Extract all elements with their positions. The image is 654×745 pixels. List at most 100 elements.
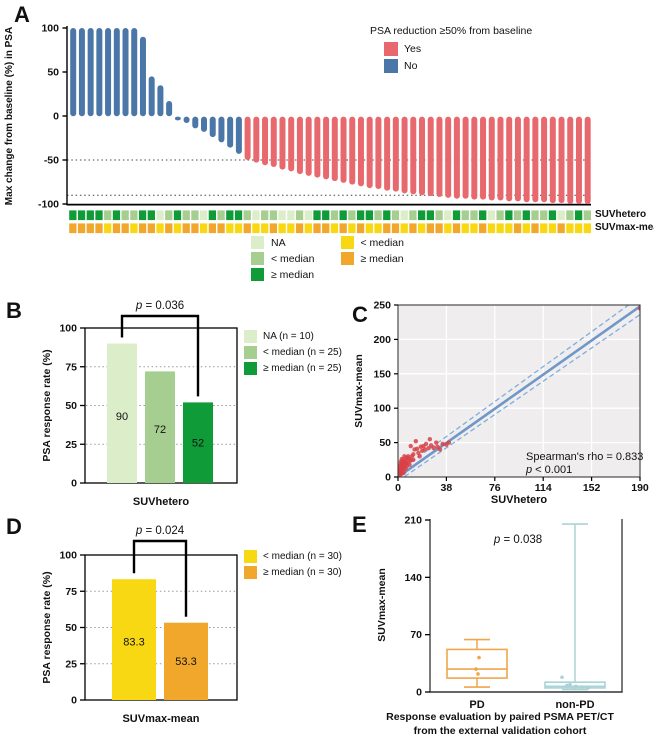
svg-text:150: 150 xyxy=(373,368,391,380)
b-na-swatch xyxy=(244,330,257,343)
svg-text:25: 25 xyxy=(65,658,77,670)
svg-text:50: 50 xyxy=(379,437,391,449)
green-ge-swatch xyxy=(251,268,264,281)
svg-text:38: 38 xyxy=(441,482,453,494)
svg-text:140: 140 xyxy=(404,572,422,584)
svg-text:50: 50 xyxy=(47,67,59,79)
waterfall-legend-title: PSA reduction ≥50% from baseline xyxy=(370,25,533,37)
svg-text:Spearman's rho = 0.833: Spearman's rho = 0.833 xyxy=(526,451,643,463)
legend-item-yes-label: Yes xyxy=(404,43,422,55)
b-lt-swatch xyxy=(244,346,257,359)
svg-text:25: 25 xyxy=(65,439,77,451)
svg-text:114: 114 xyxy=(535,482,552,494)
legend-item-d-ge: ≥ median (n = 30) xyxy=(244,566,342,579)
yellow-lt-label: < median xyxy=(360,236,405,249)
yellow-lt-swatch xyxy=(340,236,354,249)
b-ge-label: ≥ median (n = 25) xyxy=(263,363,342,374)
bar-chart-b-legend: NA (n = 10) < median (n = 25) ≥ median (… xyxy=(244,330,342,378)
svg-text:100: 100 xyxy=(59,550,77,562)
svg-text:PSA response rate (%): PSA response rate (%) xyxy=(41,571,53,683)
svg-text:PSA response rate (%): PSA response rate (%) xyxy=(41,349,53,461)
svg-text:0: 0 xyxy=(71,478,77,490)
svg-text:p = 0.024: p = 0.024 xyxy=(135,525,185,537)
legend-item-no: No xyxy=(384,59,532,73)
svg-text:SUVmax-mean: SUVmax-mean xyxy=(376,568,388,642)
bar-chart-d-legend: < median (n = 30) ≥ median (n = 30) xyxy=(244,550,342,582)
svg-text:p < 0.001: p < 0.001 xyxy=(525,464,572,476)
orange-ge-label: ≥ median xyxy=(360,252,404,265)
boxplot-caption-line2: from the external validation cohort xyxy=(413,724,587,737)
d-ge-swatch xyxy=(244,566,257,579)
svg-text:52: 52 xyxy=(192,438,204,450)
boxplot-caption: Response evaluation by paired PSMA PET/C… xyxy=(350,711,650,738)
suvhetero-bar-chart: 0 25 50 75 100 90 72 52 p = 0.036 SUVhetero PSA re… xyxy=(41,300,238,508)
svg-text:70: 70 xyxy=(410,629,422,641)
d-ge-label: ≥ median (n = 30) xyxy=(263,567,342,578)
svg-text:90: 90 xyxy=(116,411,128,423)
panel-b-label: B xyxy=(6,298,22,323)
annotation-legend-suvmaxmean: < median ≥ median xyxy=(340,236,405,284)
svg-text:250: 250 xyxy=(373,300,391,312)
svg-text:83.3: 83.3 xyxy=(123,637,144,649)
legend-item-na: NA xyxy=(251,236,315,249)
annotation-legend-suvhetero: NA < median ≥ median xyxy=(251,236,315,284)
panel-e-label: E xyxy=(352,512,367,537)
legend-item-green-ge-median: ≥ median xyxy=(251,268,315,281)
svg-text:100: 100 xyxy=(373,403,391,415)
panel-c-label: C xyxy=(352,302,368,327)
legend-item-b-lt: < median (n = 25) xyxy=(244,346,342,359)
na-label: NA xyxy=(271,236,286,249)
annotation-row-label-suvmaxmean: SUVmax-mean xyxy=(595,222,654,233)
panel-a-label: A xyxy=(14,2,30,27)
svg-text:SUVhetero: SUVhetero xyxy=(491,494,548,506)
svg-text:0: 0 xyxy=(53,111,59,123)
svg-text:200: 200 xyxy=(373,334,391,346)
green-lt-label: < median xyxy=(271,252,315,265)
legend-item-yellow-lt-median: < median xyxy=(340,236,405,249)
svg-text:100: 100 xyxy=(59,323,77,335)
legend-item-b-ge: ≥ median (n = 25) xyxy=(244,362,342,375)
svg-text:0: 0 xyxy=(71,695,77,707)
na-swatch xyxy=(251,236,264,249)
waterfall-chart: 100 50 0 -50 -100 Max change from baseline (%… xyxy=(4,23,592,234)
yes-swatch xyxy=(384,42,398,56)
svg-text:p = 0.038: p = 0.038 xyxy=(493,534,542,546)
svg-text:50: 50 xyxy=(65,400,77,412)
svg-text:0: 0 xyxy=(416,687,422,699)
correlation-scatter-plot: 0 38 76 114 152 190 0 50 100 150 200 250 Spearman's … xyxy=(353,300,649,507)
no-swatch xyxy=(384,59,398,73)
svg-text:152: 152 xyxy=(583,482,601,494)
boxplot-caption-line1: Response evaluation by paired PSMA PET/C… xyxy=(386,711,614,723)
svg-text:53.3: 53.3 xyxy=(175,656,196,668)
svg-text:76: 76 xyxy=(489,482,501,494)
svg-text:Max change from baseline (%) i: Max change from baseline (%) in PSA xyxy=(4,27,15,205)
svg-text:SUVmax-mean: SUVmax-mean xyxy=(122,713,199,725)
waterfall-legend: PSA reduction ≥50% from baseline Yes No xyxy=(370,25,532,76)
legend-item-d-lt: < median (n = 30) xyxy=(244,550,342,563)
svg-text:0: 0 xyxy=(385,472,391,484)
panel-d-label: D xyxy=(6,514,22,539)
legend-item-b-na: NA (n = 10) xyxy=(244,330,342,343)
svg-text:75: 75 xyxy=(65,586,77,598)
svg-text:0: 0 xyxy=(395,482,401,494)
svg-text:72: 72 xyxy=(154,424,166,436)
svg-text:100: 100 xyxy=(41,23,59,35)
d-lt-label: < median (n = 30) xyxy=(263,551,342,562)
svg-text:SUVmax-mean: SUVmax-mean xyxy=(353,354,365,428)
svg-text:PD: PD xyxy=(469,699,484,711)
svg-text:-50: -50 xyxy=(44,155,59,167)
b-lt-label: < median (n = 25) xyxy=(263,347,342,358)
green-ge-label: ≥ median xyxy=(271,268,315,281)
svg-text:210: 210 xyxy=(404,515,422,527)
legend-item-green-lt-median: < median xyxy=(251,252,315,265)
boxplot-chart: 0 70 140 210 PD non-PD p = 0.038 SUVmax-mean xyxy=(376,515,623,711)
svg-text:p = 0.036: p = 0.036 xyxy=(135,300,184,312)
svg-text:SUVhetero: SUVhetero xyxy=(133,496,190,508)
legend-item-orange-ge-median: ≥ median xyxy=(340,252,405,265)
svg-text:75: 75 xyxy=(65,361,77,373)
svg-text:-100: -100 xyxy=(38,199,59,211)
legend-item-no-label: No xyxy=(404,60,418,72)
b-ge-swatch xyxy=(244,362,257,375)
orange-ge-swatch xyxy=(340,252,354,265)
